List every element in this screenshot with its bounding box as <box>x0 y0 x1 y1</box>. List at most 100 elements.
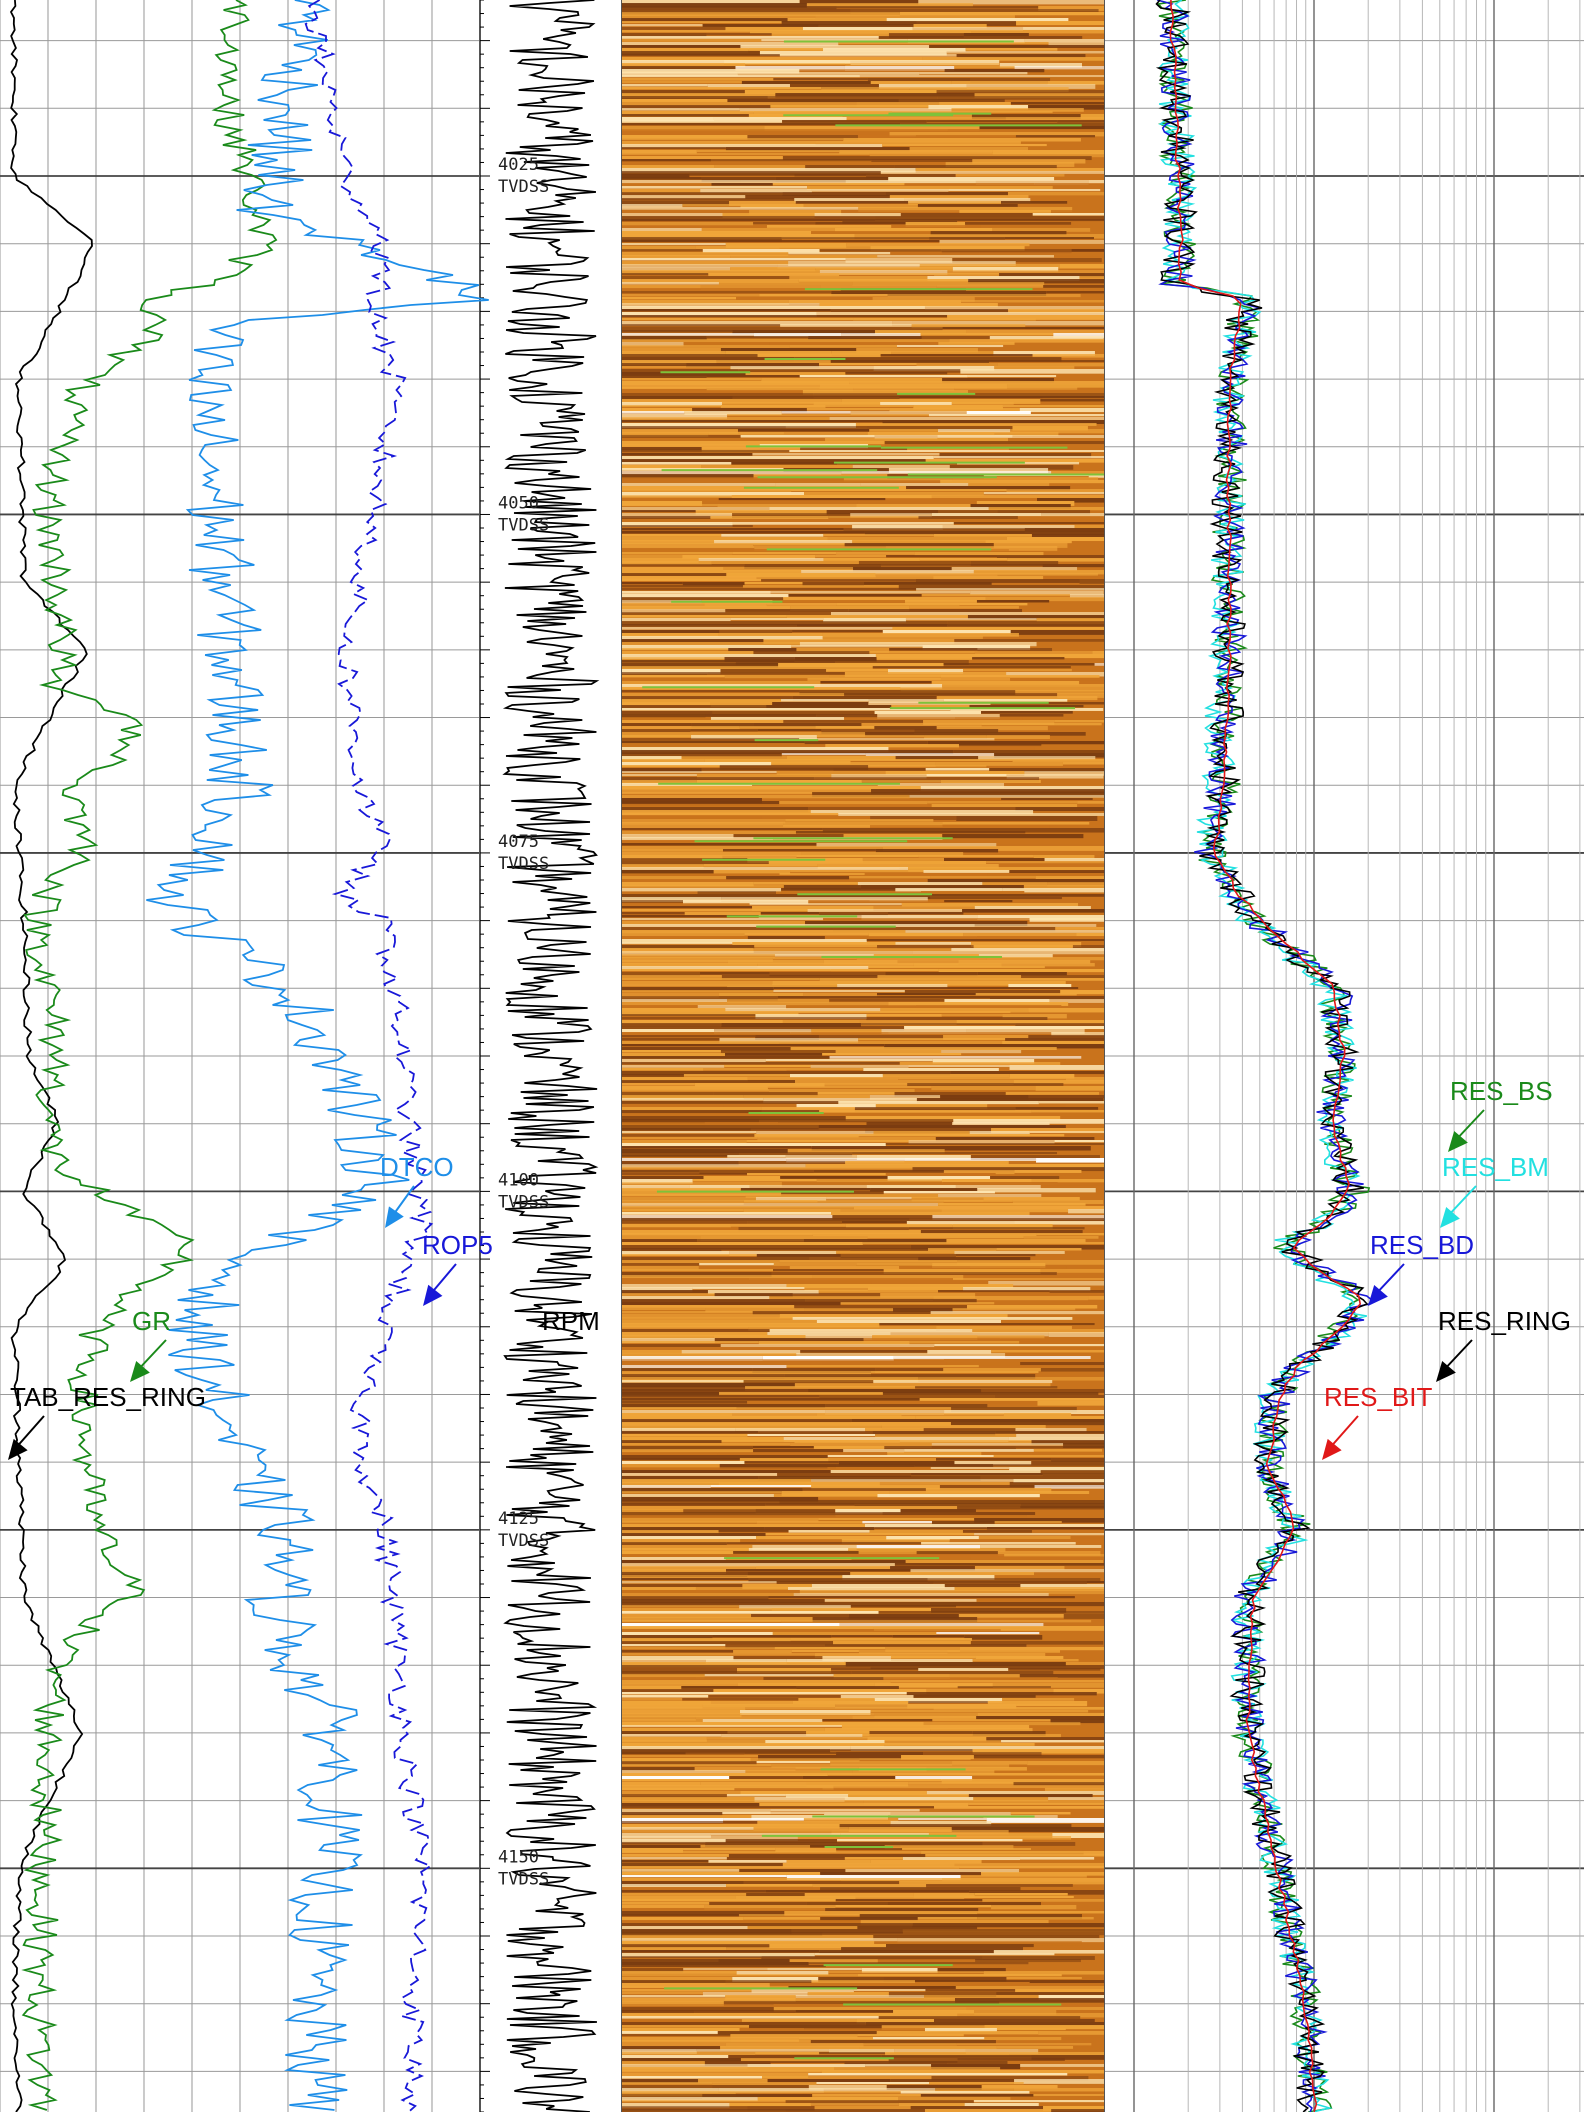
image-texel <box>977 1917 1094 1920</box>
image-texel <box>980 1476 1104 1480</box>
image-texel <box>622 717 711 721</box>
image-texel <box>622 198 795 201</box>
image-texel <box>776 1851 922 1854</box>
image-texel <box>850 1746 1104 1751</box>
image-texel <box>786 1068 864 1071</box>
image-texel <box>970 1266 1067 1270</box>
image-texel <box>712 711 875 715</box>
image-texel <box>770 105 929 108</box>
image-texel <box>888 177 1055 181</box>
image-texel <box>803 1818 899 1822</box>
image-texel <box>622 1440 722 1443</box>
image-texel <box>854 1503 1021 1507</box>
image-texel <box>811 189 949 192</box>
image-texel <box>784 1281 872 1285</box>
image-texel <box>622 105 771 109</box>
image-texel <box>960 1647 1104 1651</box>
image-texel <box>622 810 811 814</box>
image-texel <box>900 213 1033 217</box>
image-texel <box>622 141 816 145</box>
image-texel <box>938 1194 1042 1198</box>
image-texel <box>898 2097 1011 2101</box>
image-texel <box>622 1140 747 1145</box>
image-texel <box>970 591 1104 595</box>
image-texel <box>622 1104 724 1107</box>
image-texel <box>622 537 828 542</box>
image-texel <box>691 735 817 740</box>
image-texel <box>754 1134 859 1138</box>
image-texel <box>622 993 719 998</box>
image-texel <box>622 1989 752 1992</box>
image-texel <box>816 2082 930 2085</box>
image-texel <box>622 192 783 196</box>
image-texel <box>622 1950 820 1953</box>
image-texel <box>622 345 790 348</box>
image-texel <box>918 855 1034 858</box>
image-texel <box>1071 249 1104 252</box>
image-texel <box>721 1023 861 1027</box>
image-texel <box>683 1848 776 1851</box>
image-texel <box>963 1287 1091 1291</box>
image-texel <box>788 594 922 597</box>
image-texel <box>811 1146 1091 1151</box>
image-texel <box>622 540 715 544</box>
image-texel <box>913 24 987 29</box>
image-texel <box>719 1392 883 1395</box>
image-texel <box>622 2001 724 2006</box>
image-texel <box>622 111 754 116</box>
image-texel <box>824 1599 977 1602</box>
image-texel <box>745 1386 916 1389</box>
image-texel <box>744 90 937 95</box>
image-texel <box>788 252 891 255</box>
image-texel <box>860 885 1024 889</box>
image-texel <box>622 897 722 902</box>
image-texel <box>622 1050 721 1053</box>
image-texel <box>954 1251 1065 1254</box>
image-texel <box>870 825 1050 829</box>
image-texel <box>937 435 1013 438</box>
image-texel <box>778 1122 867 1126</box>
image-texel <box>967 375 1057 378</box>
image-texel <box>852 465 950 469</box>
image-texel <box>823 534 934 537</box>
image-texel <box>974 2010 1057 2015</box>
image-texel <box>622 264 778 268</box>
image-texel <box>931 513 1042 517</box>
image-texel <box>622 1968 684 1973</box>
image-texel <box>942 327 1104 330</box>
image-texel <box>695 246 780 250</box>
image-texel <box>939 1485 1035 1490</box>
image-texel <box>622 597 784 602</box>
image-texel <box>1004 1554 1104 1557</box>
image-texel <box>622 1392 720 1396</box>
image-texel <box>827 1455 994 1458</box>
image-texel <box>821 87 910 92</box>
image-texel <box>822 48 966 52</box>
image-texel <box>844 1857 903 1860</box>
image-texel <box>860 483 969 486</box>
image-texel <box>622 1848 684 1853</box>
image-texel <box>959 210 1051 213</box>
image-texel <box>1057 1182 1104 1186</box>
depth-label-unit: TVDSS <box>498 515 549 535</box>
image-texel <box>888 2058 958 2063</box>
image-texel <box>912 951 1104 955</box>
image-texel <box>756 1131 874 1136</box>
image-texel <box>622 513 733 518</box>
image-texel <box>947 270 1104 275</box>
image-texel <box>697 1239 804 1244</box>
image-texel <box>878 1611 1104 1614</box>
image-texel <box>843 1449 905 1453</box>
image-texel <box>976 1716 1104 1720</box>
image-texel <box>1016 1704 1087 1707</box>
image-texel <box>870 816 957 820</box>
image-texel <box>918 1377 1104 1381</box>
image-texel <box>987 1701 1088 1706</box>
image-texel <box>1033 2094 1104 2097</box>
image-texel <box>706 1737 868 1740</box>
image-texel <box>622 126 765 131</box>
image-texel <box>622 66 736 71</box>
image-texel <box>882 1392 1099 1395</box>
image-texel <box>889 408 1020 412</box>
image-texel <box>797 1836 1072 1840</box>
